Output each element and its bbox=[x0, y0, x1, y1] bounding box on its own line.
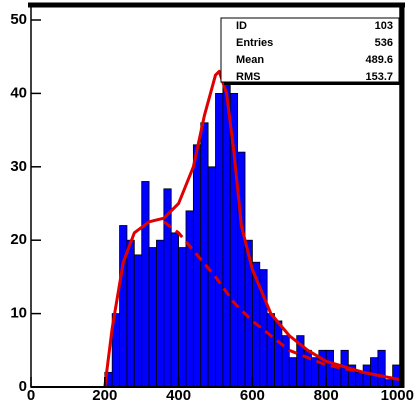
bar bbox=[200, 122, 209, 388]
stats-box: ID 103 Entries 536 Mean 489.6 RMS 153.7 bbox=[220, 17, 402, 85]
stats-value: 103 bbox=[375, 20, 393, 32]
bar bbox=[377, 349, 386, 388]
bar bbox=[126, 239, 135, 388]
bar bbox=[384, 379, 394, 388]
stats-value: 489.6 bbox=[365, 54, 393, 66]
bar bbox=[178, 247, 187, 388]
y-tick-label: 0 bbox=[19, 378, 27, 395]
stats-label: RMS bbox=[236, 71, 260, 83]
bar bbox=[325, 349, 334, 388]
bar bbox=[185, 210, 194, 388]
background-fit-curve bbox=[162, 220, 401, 382]
stats-value: 536 bbox=[375, 37, 393, 49]
x-tick-label: 600 bbox=[240, 387, 265, 404]
bar bbox=[274, 320, 283, 388]
bar bbox=[192, 144, 202, 388]
bar bbox=[156, 239, 165, 388]
stats-label: ID bbox=[236, 20, 247, 32]
y-tick-label: 40 bbox=[10, 84, 27, 101]
stats-label: Mean bbox=[236, 54, 264, 66]
fit-curve bbox=[103, 69, 401, 388]
bar bbox=[281, 335, 290, 388]
x-tick-label: 0 bbox=[27, 387, 35, 404]
y-tick-label: 10 bbox=[10, 305, 27, 322]
x-tick-label: 400 bbox=[166, 387, 191, 404]
stats-label: Entries bbox=[236, 37, 273, 49]
y-tick-label: 30 bbox=[10, 158, 27, 175]
bar bbox=[370, 357, 379, 388]
y-tick-label: 20 bbox=[10, 231, 27, 248]
stats-panel bbox=[220, 17, 400, 83]
stats-value: 153.7 bbox=[365, 71, 393, 83]
x-tick-label: 1000 bbox=[381, 387, 414, 404]
y-tick-label: 50 bbox=[10, 11, 27, 28]
x-tick-label: 200 bbox=[92, 387, 117, 404]
bar bbox=[148, 247, 157, 388]
bar bbox=[170, 232, 180, 388]
x-tick-label: 800 bbox=[314, 387, 339, 404]
bar bbox=[355, 371, 364, 388]
bar bbox=[362, 364, 371, 388]
bar bbox=[141, 181, 150, 388]
bar bbox=[288, 357, 298, 388]
bar bbox=[119, 225, 128, 388]
bar bbox=[133, 254, 143, 388]
bar bbox=[318, 349, 327, 388]
bar bbox=[392, 364, 401, 388]
bar bbox=[215, 93, 224, 388]
bar bbox=[266, 313, 275, 388]
